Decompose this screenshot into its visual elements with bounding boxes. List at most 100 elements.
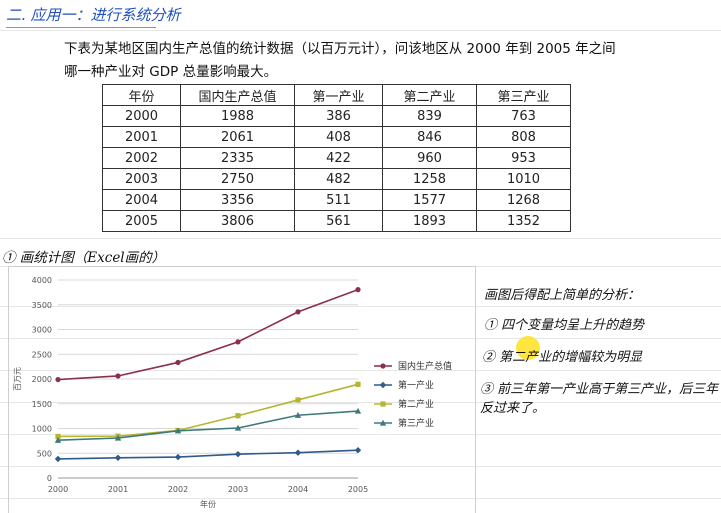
- analysis-point: ① 四个变量均呈上升的趋势: [484, 318, 645, 333]
- table-row: 2003 2750 482 1258 1010: [102, 168, 571, 190]
- table-cell: 1352: [476, 210, 571, 232]
- section-heading: 二. 应用一：进行系统分析: [6, 6, 181, 24]
- table-cell: 2005: [102, 210, 181, 232]
- data-point: [355, 381, 361, 387]
- table-cell: 839: [382, 105, 477, 127]
- data-point: [295, 397, 301, 403]
- data-point: [295, 309, 301, 315]
- notebook-rule: [0, 498, 721, 499]
- data-point: [114, 454, 122, 462]
- table-cell: 2000: [102, 105, 181, 127]
- table-row: 2005 3806 561 1893 1352: [102, 210, 571, 232]
- table-cell: 1577: [382, 189, 477, 211]
- table-cell: 1893: [382, 210, 477, 232]
- data-point: [55, 433, 61, 440]
- table-cell: 846: [382, 126, 477, 148]
- data-point: [235, 413, 241, 419]
- y-tick-label: 3500: [32, 301, 52, 310]
- x-tick-label: 2005: [348, 485, 368, 494]
- data-point: [380, 363, 386, 369]
- table-cell: 1268: [476, 189, 571, 211]
- data-point: [235, 339, 241, 345]
- legend-label: 第一产业: [398, 379, 434, 391]
- data-point: [379, 419, 387, 426]
- data-point: [354, 447, 362, 454]
- analysis-point: ② 第二产业的增幅较为明显: [482, 350, 643, 365]
- x-tick-label: 2003: [228, 485, 248, 494]
- y-tick-label: 4000: [32, 276, 52, 285]
- analysis-title: 画图后得配上简单的分析：: [484, 288, 641, 303]
- table-cell: 2335: [180, 147, 295, 169]
- question-line-1: 下表为某地区国内生产总值的统计数据（以百万元计），问该地区从 2000 年到 2…: [64, 41, 616, 57]
- y-tick-label: 2000: [32, 375, 52, 384]
- table-cell: 511: [294, 189, 383, 211]
- data-point: [174, 453, 182, 461]
- notebook-rule: [0, 306, 721, 307]
- step-1-label: ① 画统计图（Excel画的）: [2, 250, 166, 266]
- pointer-highlight: [516, 336, 540, 360]
- data-point: [294, 412, 302, 418]
- data-point: [379, 381, 387, 389]
- y-axis-label: 百万元: [13, 367, 22, 391]
- series-line: [57, 288, 359, 381]
- x-tick-label: 2001: [108, 485, 128, 494]
- table-cell: 1258: [382, 168, 477, 190]
- table-cell: 2003: [102, 168, 181, 190]
- table-cell: 3356: [180, 189, 295, 211]
- data-point: [54, 455, 62, 463]
- legend-label: 第三产业: [398, 417, 434, 429]
- table-row: 2002 2335 422 960 953: [102, 147, 571, 169]
- notebook-rule: [0, 402, 721, 403]
- table-row: 2004 3356 511 1577 1268: [102, 189, 571, 211]
- data-point: [54, 437, 62, 443]
- table-cell: 482: [294, 168, 383, 190]
- table-cell: 408: [294, 126, 383, 148]
- data-point: [380, 401, 386, 407]
- notebook-rule: [0, 370, 721, 371]
- table-header-cell: 第三产业: [476, 84, 571, 106]
- table-header-row: 年份 国内生产总值 第一产业 第二产业 第三产业: [102, 84, 571, 106]
- table-row: 2001 2061 408 846 808: [102, 126, 571, 148]
- notebook-rule: [0, 466, 721, 467]
- series-line: [57, 410, 359, 442]
- y-tick-label: 500: [37, 449, 52, 458]
- table-cell: 2061: [180, 126, 295, 148]
- table-header-cell: 国内生产总值: [180, 84, 295, 106]
- legend-label: 国内生产总值: [398, 360, 452, 372]
- y-tick-label: 2500: [32, 350, 52, 359]
- table-header-cell: 第二产业: [382, 84, 477, 106]
- line-chart: 0 500 1000 1500 2000 2500 3000 3500 4000 2000 2001…: [13, 276, 452, 509]
- notebook-rule: [0, 434, 721, 435]
- data-point: [114, 434, 122, 441]
- table-cell: 2001: [102, 126, 181, 148]
- data-point: [174, 427, 182, 434]
- series-line: [57, 449, 359, 460]
- table-cell: 386: [294, 105, 383, 127]
- gdp-data-table: 年份 国内生产总值 第一产业 第二产业 第三产业 2000 1988 386 8…: [102, 84, 571, 232]
- table-header-cell: 第一产业: [294, 84, 383, 106]
- data-point: [355, 287, 361, 293]
- table-row: 2000 1988 386 839 763: [102, 105, 571, 127]
- data-point: [55, 376, 61, 383]
- data-point: [294, 449, 302, 456]
- table-cell: 2002: [102, 147, 181, 169]
- analysis-point: ③ 前三年第一产业高于第三产业，后三年反过来了。: [480, 382, 719, 416]
- table-cell: 422: [294, 147, 383, 169]
- data-point: [175, 359, 181, 366]
- notebook-rule: [0, 238, 721, 239]
- y-tick-label: 0: [47, 474, 52, 483]
- table-header-cell: 年份: [102, 84, 181, 106]
- table-cell: 2004: [102, 189, 181, 211]
- notebook-rule: [0, 338, 721, 339]
- legend-label: 第二产业: [398, 398, 434, 410]
- notebook-rule: [0, 30, 721, 31]
- series-line: [57, 383, 359, 438]
- table-cell: 2750: [180, 168, 295, 190]
- y-tick-label: 3000: [32, 326, 52, 335]
- x-tick-label: 2002: [168, 485, 188, 494]
- x-tick-label: 2004: [288, 485, 308, 494]
- data-point: [234, 450, 242, 458]
- table-cell: 808: [476, 126, 571, 148]
- table-cell: 561: [294, 210, 383, 232]
- question-line-2: 哪一种产业对 GDP 总量影响最大。: [64, 64, 278, 80]
